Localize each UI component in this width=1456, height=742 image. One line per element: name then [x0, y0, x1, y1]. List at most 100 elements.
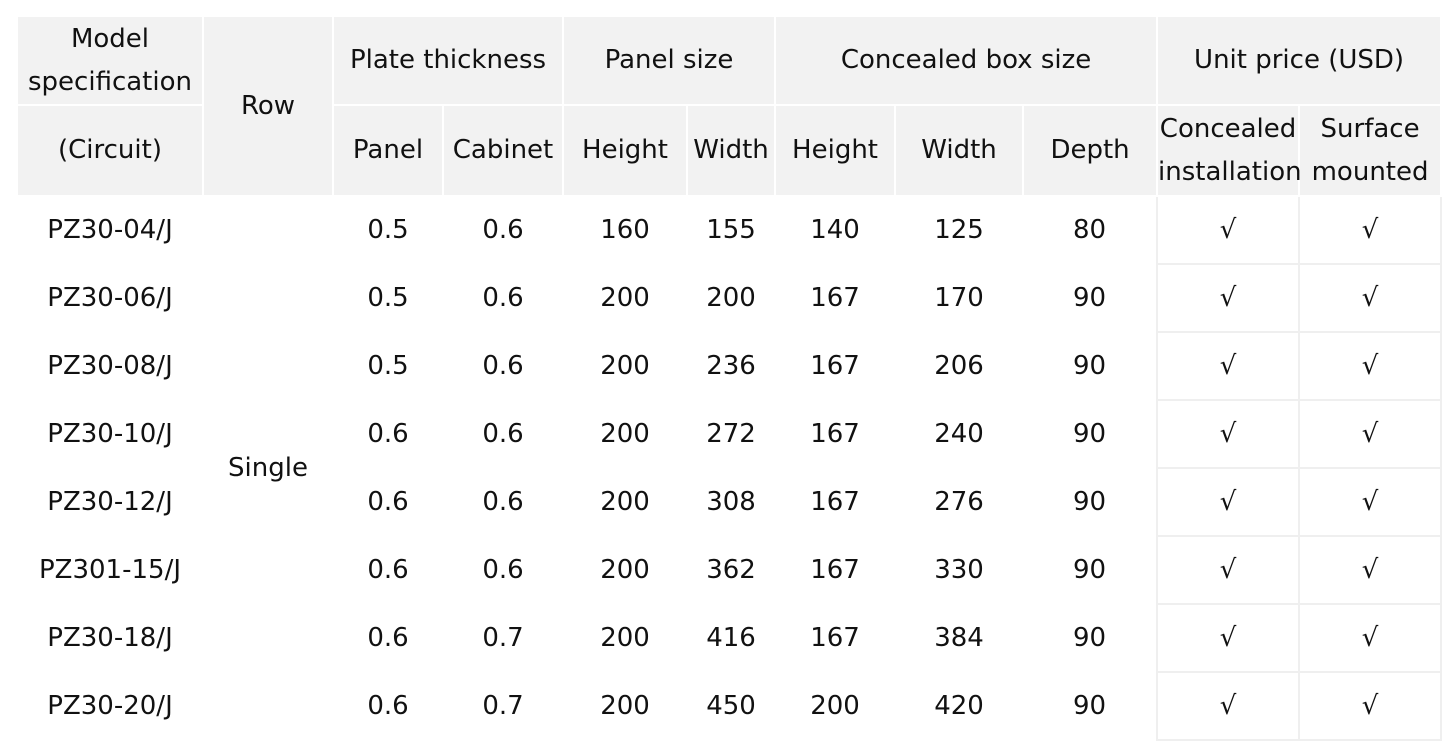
box-depth-header: Depth: [1022, 104, 1159, 197]
surface-check-cell: √: [1298, 536, 1443, 605]
box-depth-cell: 90: [1023, 332, 1158, 400]
model-cell: PZ30-12/J: [17, 468, 203, 536]
cabinet-cell: 0.6: [443, 332, 564, 400]
header-row-2: (Circuit) Panel Cabinet Height Width Hei…: [16, 104, 1443, 197]
concealed-check-cell: √: [1156, 400, 1300, 469]
table-row: PZ30-20/J 0.6 0.7 200 450 200 420 90 √ √: [17, 672, 1443, 741]
box-width-cell: 170: [895, 264, 1024, 332]
panel-thickness-header: Panel: [332, 104, 444, 197]
surface-check-cell: √: [1298, 672, 1443, 741]
cabinet-cell: 0.6: [443, 196, 564, 264]
box-width-cell: 206: [895, 332, 1024, 400]
model-header-line1: Model: [70, 23, 150, 54]
unit-price-header: Unit price (USD): [1156, 15, 1443, 106]
panel-width-cell: 362: [687, 536, 776, 604]
panel-cell: 0.5: [333, 196, 443, 264]
panel-height-header: Height: [562, 104, 689, 197]
panel-cell: 0.6: [333, 468, 443, 536]
cabinet-cell: 0.6: [443, 400, 564, 468]
panel-width-cell: 155: [687, 196, 776, 264]
surface-mounted-header: Surface mounted: [1298, 104, 1443, 197]
box-height-cell: 140: [775, 196, 896, 264]
panel-height-cell: 200: [563, 332, 688, 400]
box-depth-cell: 90: [1023, 604, 1158, 672]
panel-height-cell: 200: [563, 400, 688, 468]
panel-cell: 0.6: [333, 536, 443, 604]
box-height-cell: 167: [775, 468, 896, 536]
concealed-header-line2: installation: [1158, 156, 1302, 187]
table-row: PZ30-12/J 0.6 0.6 200 308 167 276 90 √ √: [17, 468, 1443, 537]
box-height-cell: 167: [775, 332, 896, 400]
panel-width-cell: 308: [687, 468, 776, 536]
box-width-cell: 240: [895, 400, 1024, 468]
model-header-line2: specification: [28, 66, 192, 97]
table-body: PZ30-04/J Single 0.5 0.6 160 155 140 125 80 √ √ PZ3…: [17, 196, 1443, 741]
box-depth-cell: 90: [1023, 536, 1158, 604]
panel-height-cell: 200: [563, 264, 688, 332]
circuit-header: (Circuit): [16, 104, 204, 197]
box-depth-cell: 90: [1023, 264, 1158, 332]
cabinet-thickness-header: Cabinet: [441, 104, 565, 197]
model-cell: PZ30-08/J: [17, 332, 203, 400]
model-cell: PZ30-10/J: [17, 400, 203, 468]
panel-height-cell: 200: [563, 604, 688, 672]
surface-check-cell: √: [1298, 604, 1443, 673]
model-cell: PZ301-15/J: [17, 536, 203, 604]
box-height-header: Height: [774, 104, 897, 197]
cabinet-cell: 0.6: [443, 536, 564, 604]
panel-height-cell: 160: [563, 196, 688, 264]
box-width-cell: 384: [895, 604, 1024, 672]
panel-cell: 0.5: [333, 332, 443, 400]
box-depth-cell: 90: [1023, 400, 1158, 468]
panel-cell: 0.6: [333, 400, 443, 468]
cabinet-cell: 0.7: [443, 604, 564, 672]
box-width-header: Width: [894, 104, 1025, 197]
box-width-cell: 276: [895, 468, 1024, 536]
box-depth-cell: 80: [1023, 196, 1158, 264]
box-height-cell: 167: [775, 536, 896, 604]
panel-cell: 0.6: [333, 672, 443, 740]
concealed-installation-header: Concealed installation: [1156, 104, 1302, 197]
surface-check-cell: √: [1298, 332, 1443, 401]
model-spec-header: Model specification: [16, 15, 204, 106]
concealed-check-cell: √: [1156, 264, 1300, 333]
box-width-cell: 125: [895, 196, 1024, 264]
panel-width-cell: 200: [687, 264, 776, 332]
cabinet-cell: 0.6: [443, 468, 564, 536]
model-cell: PZ30-18/J: [17, 604, 203, 672]
model-cell: PZ30-06/J: [17, 264, 203, 332]
concealed-check-cell: √: [1156, 196, 1300, 265]
concealed-header-line1: Concealed: [1159, 113, 1297, 144]
panel-width-header: Width: [686, 104, 777, 197]
concealed-check-cell: √: [1156, 468, 1300, 537]
surface-header-line1: Surface: [1320, 113, 1420, 144]
spec-table: Model specification Row Plate thickness …: [16, 15, 1443, 741]
panel-height-cell: 200: [563, 672, 688, 740]
panel-cell: 0.6: [333, 604, 443, 672]
concealed-check-cell: √: [1156, 536, 1300, 605]
concealed-check-cell: √: [1156, 332, 1300, 401]
panel-height-cell: 200: [563, 536, 688, 604]
header-row-1: Model specification Row Plate thickness …: [16, 15, 1443, 197]
table-row: PZ30-06/J 0.5 0.6 200 200 167 170 90 √ √: [17, 264, 1443, 333]
panel-height-cell: 200: [563, 468, 688, 536]
cabinet-cell: 0.6: [443, 264, 564, 332]
box-depth-cell: 90: [1023, 468, 1158, 536]
box-height-cell: 167: [775, 604, 896, 672]
concealed-check-cell: √: [1156, 672, 1300, 741]
box-height-cell: 200: [775, 672, 896, 740]
cabinet-cell: 0.7: [443, 672, 564, 740]
surface-check-cell: √: [1298, 468, 1443, 537]
table-row: PZ301-15/J 0.6 0.6 200 362 167 330 90 √ √: [17, 536, 1443, 605]
panel-size-header: Panel size: [562, 15, 777, 106]
table-header: Model specification Row Plate thickness …: [16, 15, 1443, 197]
box-width-cell: 420: [895, 672, 1024, 740]
plate-thickness-header: Plate thickness: [331, 15, 565, 106]
panel-width-cell: 272: [687, 400, 776, 468]
box-height-cell: 167: [775, 400, 896, 468]
panel-width-cell: 450: [687, 672, 776, 740]
model-cell: PZ30-04/J: [17, 196, 203, 264]
box-depth-cell: 90: [1023, 672, 1158, 740]
surface-check-cell: √: [1298, 400, 1443, 469]
box-width-cell: 330: [895, 536, 1024, 604]
